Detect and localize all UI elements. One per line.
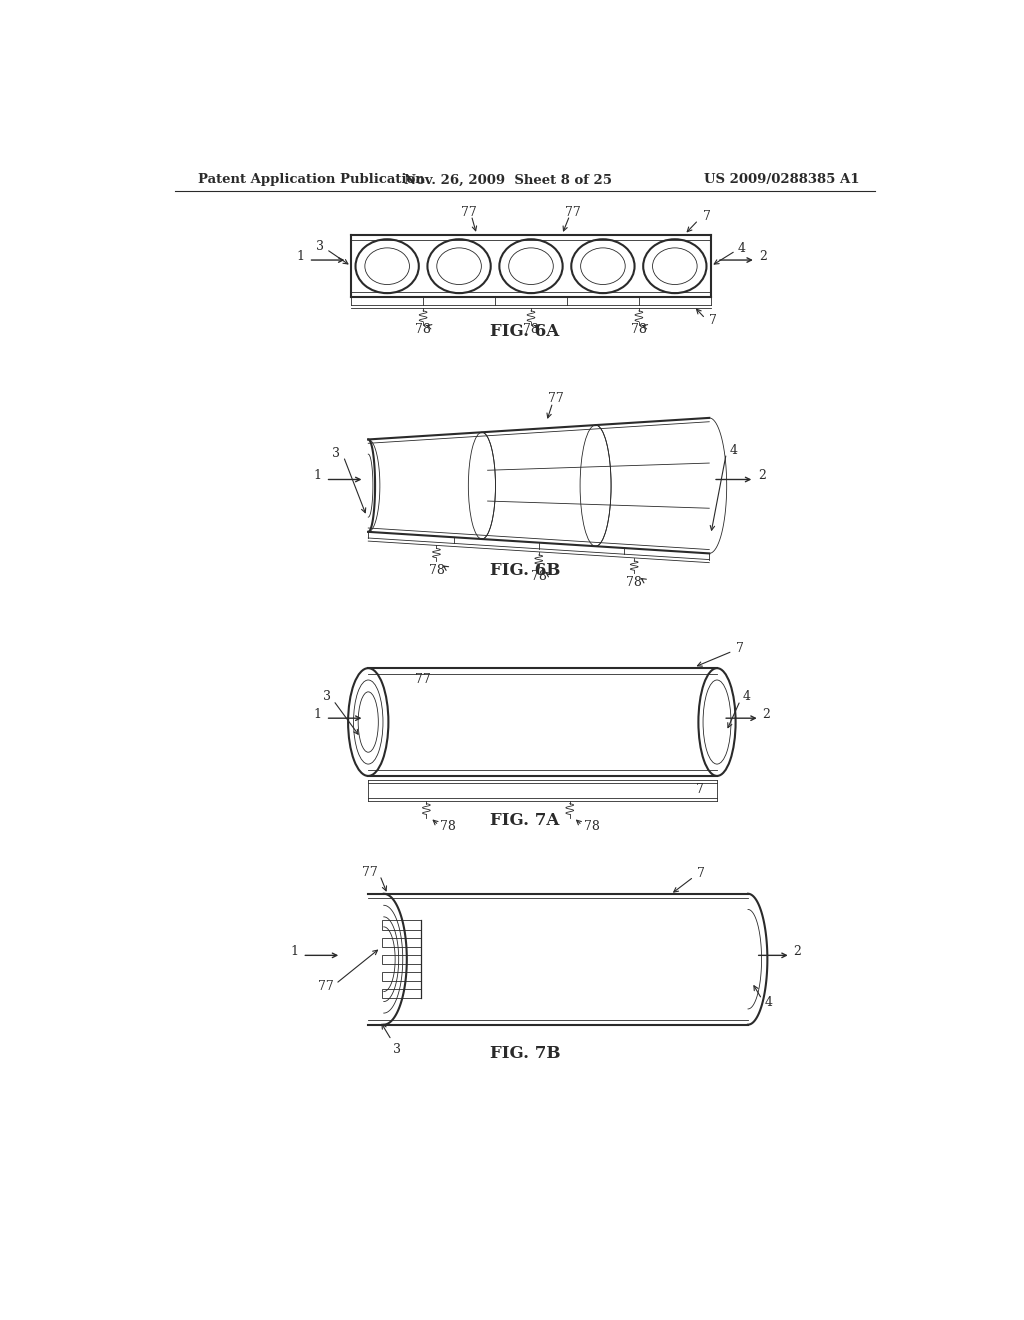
Text: 77: 77 [361,866,378,879]
Text: 4: 4 [738,242,745,255]
Text: 7: 7 [696,783,703,796]
Text: 2: 2 [762,708,770,721]
Text: 7: 7 [697,867,705,880]
Text: 1: 1 [291,945,299,958]
Text: 77: 77 [415,673,430,686]
Text: FIG. 7B: FIG. 7B [489,1044,560,1061]
Text: 77: 77 [461,206,477,219]
Text: 4: 4 [765,995,773,1008]
Text: Patent Application Publication: Patent Application Publication [198,173,425,186]
Text: 1: 1 [313,469,322,482]
Text: 77: 77 [565,206,581,219]
Text: 7: 7 [703,210,711,223]
Text: 78: 78 [584,820,600,833]
Text: 78: 78 [440,820,457,833]
Text: FIG. 6B: FIG. 6B [489,562,560,579]
Text: 3: 3 [323,690,331,704]
Text: 2: 2 [793,945,801,958]
Text: 78: 78 [627,576,642,589]
Text: 78: 78 [428,564,444,577]
Text: FIG. 6A: FIG. 6A [490,323,559,341]
Text: 78: 78 [415,323,431,335]
Text: 2: 2 [759,249,767,263]
Text: 7: 7 [735,642,743,655]
Text: 1: 1 [297,249,305,263]
Text: 78: 78 [631,323,647,335]
Text: 78: 78 [530,570,547,583]
Text: 77: 77 [317,981,334,994]
Text: 2: 2 [758,469,766,482]
Text: 7: 7 [710,314,717,326]
Text: 1: 1 [313,708,322,721]
Text: Nov. 26, 2009  Sheet 8 of 25: Nov. 26, 2009 Sheet 8 of 25 [403,173,611,186]
Text: 3: 3 [316,240,324,252]
Text: 3: 3 [333,446,340,459]
Text: 3: 3 [393,1043,401,1056]
Text: FIG. 7A: FIG. 7A [490,812,559,829]
Text: 4: 4 [729,444,737,457]
Text: 4: 4 [742,690,751,704]
Text: 78: 78 [523,323,539,335]
Text: 77: 77 [548,392,563,405]
Text: US 2009/0288385 A1: US 2009/0288385 A1 [705,173,859,186]
